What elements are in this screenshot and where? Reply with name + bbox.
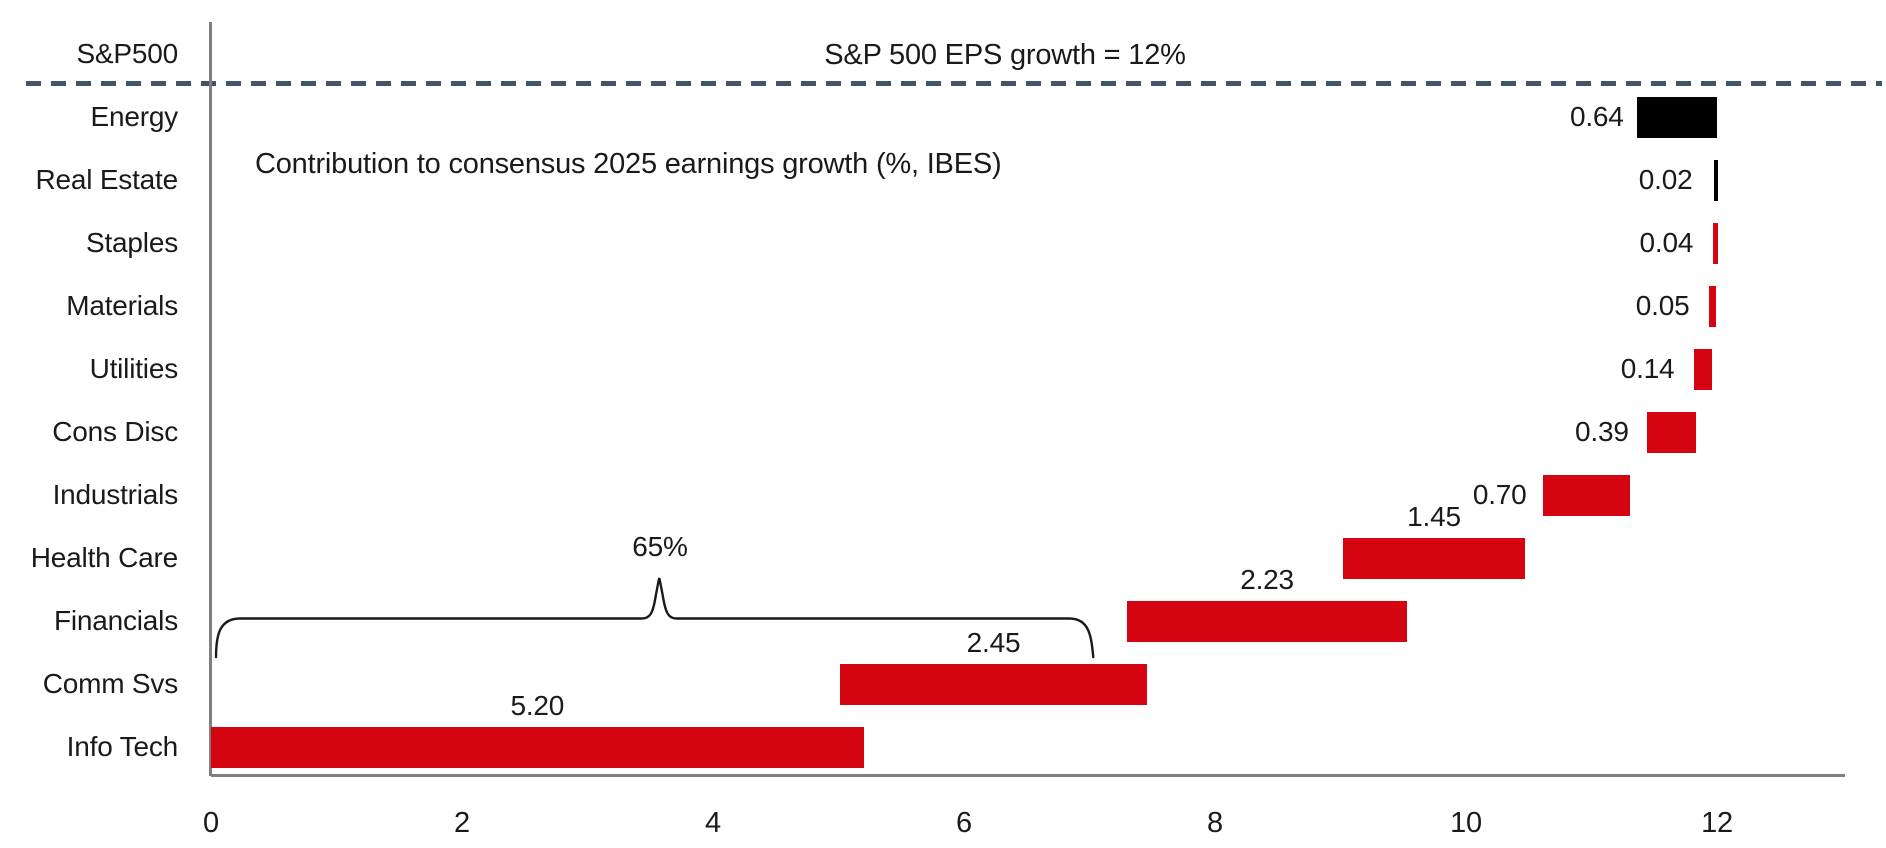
sp500-total-dashed-line [26, 81, 1882, 86]
bar-staples [1713, 222, 1719, 264]
x-tick-0: 0 [203, 807, 219, 839]
value-label-comm-svs: 2.45 [966, 626, 1021, 658]
bar-energy [1636, 96, 1717, 138]
category-label-comm-svs: Comm Svs [42, 668, 178, 699]
bar-cons-disc [1646, 411, 1696, 453]
category-label-real-estate: Real Estate [35, 164, 178, 195]
bar-info-tech [211, 726, 864, 768]
chart-title: Contribution to consensus 2025 earnings … [255, 148, 1002, 180]
x-tick-2: 2 [454, 807, 470, 839]
x-tick-12: 12 [1701, 807, 1733, 839]
bar-materials [1709, 285, 1716, 327]
bar-financials [1127, 600, 1407, 642]
value-label-health-care: 1.45 [1407, 500, 1461, 532]
bar-real-estate [1714, 159, 1718, 201]
bracket-percentage-label: 65% [632, 531, 688, 562]
x-tick-4: 4 [705, 807, 721, 839]
category-label-materials: Materials [66, 290, 178, 321]
x-tick-10: 10 [1450, 807, 1482, 839]
category-label-staples: Staples [86, 227, 178, 258]
value-label-staples: 0.04 [1639, 227, 1694, 258]
category-label-health-care: Health Care [30, 542, 178, 573]
x-tick-6: 6 [956, 807, 972, 839]
value-label-utilities: 0.14 [1620, 353, 1675, 384]
category-label-industrials: Industrials [52, 479, 179, 510]
value-label-materials: 0.05 [1635, 290, 1690, 321]
bar-utilities [1694, 348, 1712, 390]
category-label-info-tech: Info Tech [66, 731, 179, 762]
category-label-cons-disc: Cons Disc [52, 416, 178, 447]
value-label-cons-disc: 0.39 [1575, 416, 1629, 447]
x-axis-line [211, 773, 1845, 777]
category-label-energy: Energy [90, 101, 178, 132]
value-label-industrials: 0.70 [1472, 479, 1527, 510]
category-label-financials: Financials [53, 605, 178, 636]
category-label-s-p500: S&P500 [76, 38, 178, 69]
value-label-financials: 2.23 [1240, 563, 1294, 595]
x-tick-8: 8 [1207, 807, 1223, 839]
value-label-real-estate: 0.02 [1638, 164, 1693, 195]
bar-industrials [1542, 474, 1631, 516]
value-label-energy: 0.64 [1569, 101, 1624, 132]
category-label-utilities: Utilities [89, 353, 179, 384]
bar-comm-svs [839, 663, 1148, 705]
value-label-info-tech: 5.20 [510, 689, 565, 721]
sp500-eps-growth-annotation: S&P 500 EPS growth = 12% [824, 39, 1186, 71]
bar-health-care [1343, 537, 1525, 579]
y-axis-line [209, 22, 212, 776]
